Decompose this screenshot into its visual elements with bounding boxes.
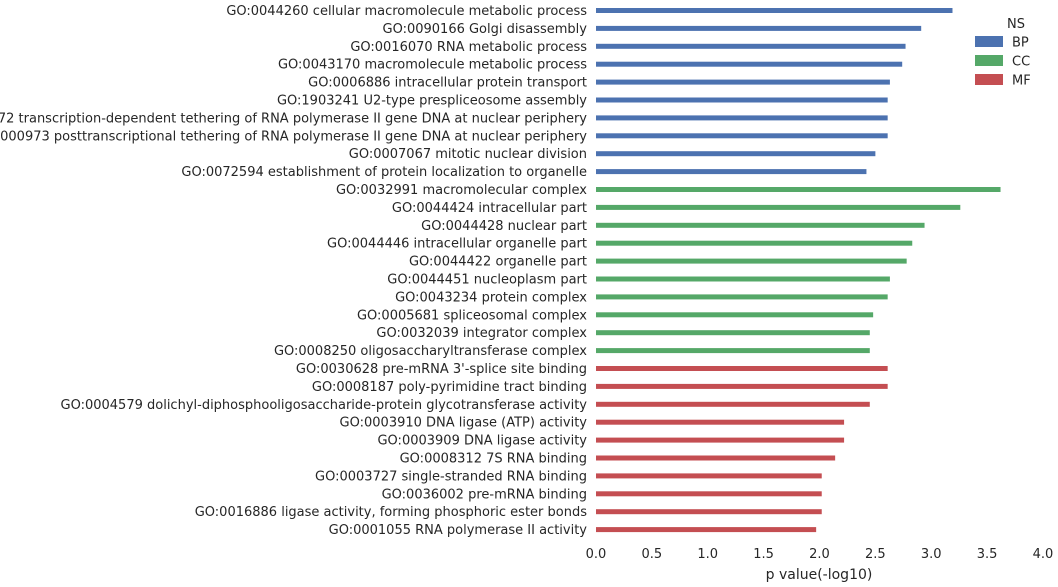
legend-entries: BP CC MF: [975, 36, 1031, 89]
x-tick-label: 0.0: [586, 547, 607, 562]
bar-mf-28: [596, 509, 822, 515]
bar-bp-9: [596, 169, 867, 175]
category-label: GO:0016070 RNA metabolic process: [350, 40, 587, 55]
bar-cc-13: [596, 240, 913, 246]
legend-label-bp: BP: [1012, 36, 1029, 51]
category-label: GO:0043234 protein complex: [395, 290, 587, 305]
bar-cc-17: [596, 312, 874, 318]
category-label: GO:0090166 Golgi disassembly: [383, 22, 588, 37]
x-axis-title: p value(-log10): [766, 567, 873, 583]
bar-mf-26: [596, 473, 822, 479]
bar-cc-12: [596, 222, 925, 228]
bar-bp-7: [596, 133, 888, 139]
x-tick-label: 1.0: [697, 547, 718, 562]
bar-mf-27: [596, 491, 822, 497]
bar-cc-19: [596, 348, 870, 354]
x-axis-ticks-layer: 0.0 0.5 1.0 1.5 2.0 2.5 3.0 3.5 4.0: [586, 547, 1054, 562]
category-label: GO:0044422 organelle part: [409, 255, 587, 270]
category-label: GO:0003910 DNA ligase (ATP) activity: [340, 416, 588, 431]
bar-bp-2: [596, 43, 906, 49]
category-label: GO:0006886 intracellular protein transpo…: [308, 76, 587, 91]
category-label: GO:0000973 posttranscriptional tethering…: [0, 129, 587, 144]
category-label: GO:0036002 pre-mRNA binding: [382, 487, 587, 502]
category-label: GO:0000972 transcription-dependent tethe…: [0, 111, 587, 126]
category-label: GO:0004579 dolichyl-diphosphooligosaccha…: [61, 398, 588, 413]
bar-bp-8: [596, 151, 876, 157]
bar-bp-6: [596, 115, 888, 121]
bar-cc-11: [596, 204, 961, 210]
legend-swatch-bp: [975, 36, 1003, 47]
legend-swatch-mf: [975, 74, 1003, 85]
category-label: GO:0007067 mitotic nuclear division: [349, 147, 587, 162]
category-label: GO:0008312 7S RNA binding: [400, 452, 587, 467]
category-label: GO:0003909 DNA ligase activity: [377, 434, 587, 449]
x-tick-label: 2.0: [809, 547, 830, 562]
bar-mf-21: [596, 383, 888, 389]
legend-swatch-cc: [975, 55, 1003, 66]
legend-title: NS: [1007, 17, 1025, 32]
bar-mf-29: [596, 527, 817, 533]
category-label: GO:0044260 cellular macromolecule metabo…: [226, 4, 587, 19]
bar-cc-14: [596, 258, 907, 264]
bar-cc-10: [596, 187, 1001, 192]
category-label: GO:0001055 RNA polymerase II activity: [329, 523, 588, 538]
bar-mf-20: [596, 366, 888, 371]
category-label: GO:0044428 nuclear part: [421, 219, 587, 234]
category-label: GO:0003727 single-stranded RNA binding: [315, 469, 587, 484]
bar-mf-25: [596, 455, 836, 461]
bar-bp-1: [596, 25, 922, 31]
category-label: GO:0043170 macromolecule metabolic proce…: [278, 58, 587, 73]
category-label: GO:0044451 nucleoplasm part: [387, 273, 587, 288]
category-label: GO:0016886 ligase activity, forming phos…: [195, 505, 587, 520]
x-tick-label: 4.0: [1033, 547, 1054, 562]
category-label: GO:0008187 poly-pyrimidine tract binding: [312, 380, 587, 395]
bars-layer: [596, 8, 1001, 533]
x-tick-label: 0.5: [642, 547, 663, 562]
legend-label-cc: CC: [1012, 55, 1030, 70]
bar-cc-15: [596, 276, 890, 282]
category-label: GO:0005681 spliceosomal complex: [357, 308, 587, 323]
bar-bp-3: [596, 61, 903, 67]
bar-mf-22: [596, 401, 870, 407]
bar-bp-4: [596, 79, 890, 85]
category-label: GO:0008250 oligosaccharyltransferase com…: [274, 344, 587, 359]
category-labels-layer: GO:0044260 cellular macromolecule metabo…: [0, 4, 587, 538]
category-label: GO:1903241 U2-type prespliceosome assemb…: [277, 94, 587, 109]
category-label: GO:0044424 intracellular part: [392, 201, 587, 216]
category-label: GO:0072594 establishment of protein loca…: [181, 165, 587, 180]
legend-label-mf: MF: [1012, 74, 1031, 89]
bar-cc-18: [596, 330, 870, 336]
legend: NS BP CC MF: [975, 17, 1031, 89]
bar-mf-23: [596, 419, 845, 425]
bar-cc-16: [596, 294, 888, 300]
x-tick-label: 2.5: [865, 547, 886, 562]
bar-mf-24: [596, 437, 845, 443]
bar-bp-5: [596, 97, 888, 103]
bar-bp-0: [596, 8, 953, 13]
x-tick-label: 3.0: [921, 547, 942, 562]
x-tick-label: 3.5: [977, 547, 998, 562]
x-tick-label: 1.5: [753, 547, 774, 562]
category-label: GO:0032039 integrator complex: [376, 326, 587, 341]
category-label: GO:0032991 macromolecular complex: [336, 183, 587, 198]
category-label: GO:0030628 pre-mRNA 3'-splice site bindi…: [296, 362, 587, 377]
category-label: GO:0044446 intracellular organelle part: [327, 237, 587, 252]
